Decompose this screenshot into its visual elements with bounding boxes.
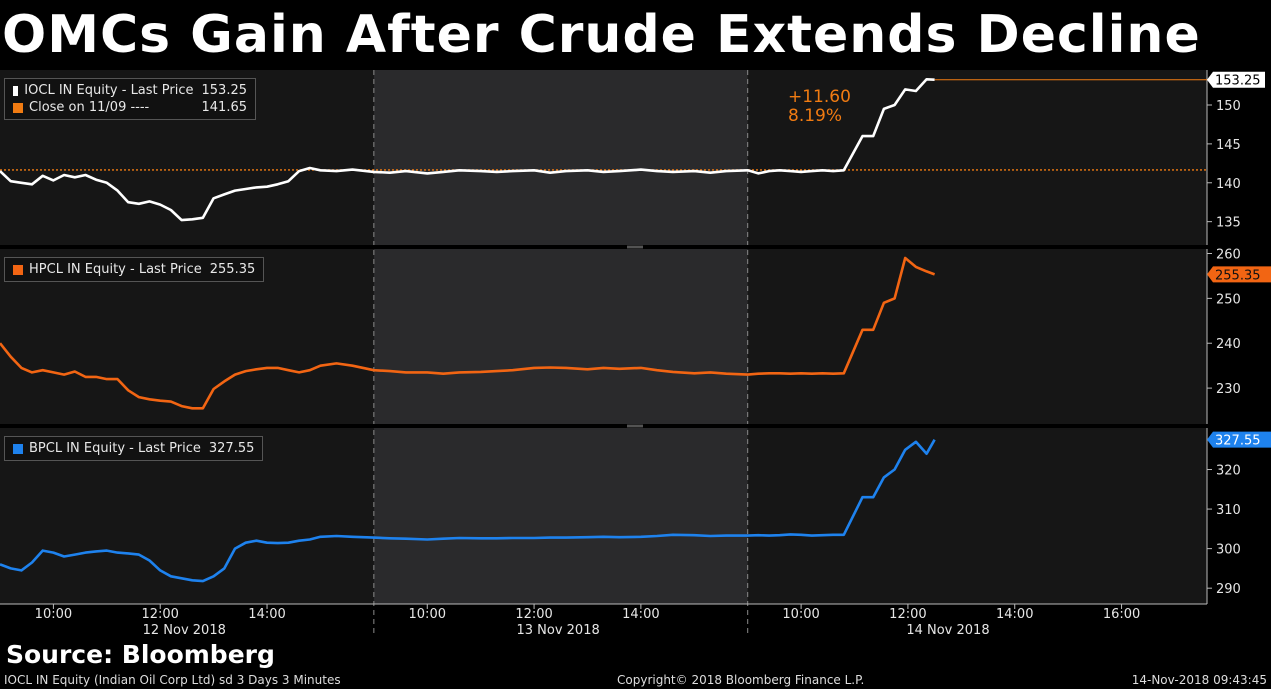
x-tick-label: 12:00 [889,607,926,622]
last-price-tag-label: 327.55 [1215,434,1261,449]
bpcl-legend: BPCL IN Equity - Last Price 327.55 [4,436,264,461]
y-tick-label: 230 [1216,382,1241,397]
footer-timestamp: 14-Nov-2018 09:43:45 [1131,673,1267,687]
legend-item-bpcl: BPCL IN Equity - Last Price 327.55 [13,440,254,457]
iocl-legend: IOCL IN Equity - Last Price 153.25 Close… [4,78,256,120]
hpcl-legend: HPCL IN Equity - Last Price 255.35 [4,257,265,282]
x-tick-label: 12:00 [141,607,178,622]
source-label: Source: Bloomberg [6,640,275,669]
series-line-hpcl [0,256,936,410]
x-tick-label: 10:00 [409,607,446,622]
legend-label-bpcl: BPCL IN Equity - Last Price [29,441,201,456]
chart-title: OMCs Gain After Crude Extends Decline [2,5,1201,65]
change-abs-label: +11.60 [788,87,851,107]
last-price-tag-label: 255.35 [1215,268,1261,283]
legend-item-hpcl: HPCL IN Equity - Last Price 255.35 [13,261,255,278]
legend-swatch-close [13,102,23,113]
x-tick-label: 14:00 [622,607,659,622]
panel-bpcl: 290 300 310 320 327.55 [0,428,1271,604]
panel-separator [0,245,1207,249]
x-tick-label: 10:00 [35,607,72,622]
legend-item-close: Close on 11/09 ---- 141.65 [13,99,247,116]
footer-security: IOCL IN Equity (Indian Oil Corp Ltd) sd … [4,673,341,687]
y-tick-label: 140 [1216,177,1241,192]
legend-value-hpcl: 255.35 [209,262,256,277]
series-line-iocl [0,78,935,222]
legend-swatch-iocl [13,85,19,96]
last-price-tag [1207,266,1271,283]
last-price-tag-label: 153.25 [1215,74,1261,89]
legend-item-iocl: IOCL IN Equity - Last Price 153.25 [13,82,247,99]
last-price-tag [1207,71,1265,88]
series-line-bpcl [0,439,936,583]
session-dividers [373,70,749,636]
x-day-label: 12 Nov 2018 [143,623,226,638]
y-tick-label: 320 [1216,464,1241,479]
panel-separator [0,424,1207,428]
panel-iocl: 135 140 145 150 153.25 +11.608.19% [0,70,1265,249]
x-tick-label: 14:00 [248,607,285,622]
legend-label-close: Close on 11/09 ---- [29,100,150,115]
legend-value-iocl: 153.25 [201,83,248,98]
y-tick-label: 240 [1216,337,1241,352]
panel-hpcl: 230 240 250 260 255.35 [0,247,1271,428]
x-tick-label: 12:00 [515,607,552,622]
panels: 135 140 145 150 153.25 +11.608.19% 230 240 250 26… [0,70,1271,604]
x-day-label: 14 Nov 2018 [906,623,989,638]
x-tick-label: 16:00 [1103,607,1140,622]
legend-swatch-hpcl [13,264,23,275]
legend-swatch-bpcl [13,443,23,454]
x-axis: 10:00 12:00 14:00 10:00 12:00 14:00 10:00 12:00… [0,603,1207,638]
legend-value-close: 141.65 [201,100,248,115]
change-pct-label: 8.19% [788,106,842,126]
y-tick-label: 310 [1216,503,1241,518]
last-price-tag [1207,431,1271,448]
y-tick-label: 135 [1216,216,1241,231]
legend-label-hpcl: HPCL IN Equity - Last Price [29,262,202,277]
x-day-label: 13 Nov 2018 [516,623,599,638]
y-tick-label: 150 [1216,99,1241,114]
y-tick-label: 260 [1216,247,1241,262]
footer-copyright: Copyright© 2018 Bloomberg Finance L.P. [617,673,865,687]
y-tick-label: 250 [1216,292,1241,307]
session-shade [373,70,748,604]
y-tick-label: 290 [1216,582,1241,597]
legend-label-iocl: IOCL IN Equity - Last Price [24,83,194,98]
x-tick-label: 10:00 [782,607,819,622]
legend-value-bpcl: 327.55 [208,441,255,456]
y-tick-label: 300 [1216,543,1241,558]
y-tick-label: 145 [1216,138,1241,153]
x-tick-label: 14:00 [996,607,1033,622]
